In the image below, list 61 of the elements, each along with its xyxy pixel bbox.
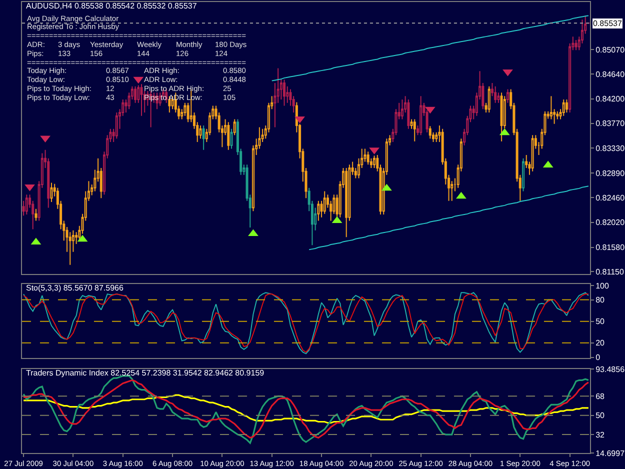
y-tick-label: 50 <box>596 317 606 326</box>
ref-line-label: 0.85537 <box>593 19 622 28</box>
candlestick <box>227 122 230 150</box>
line-series <box>22 394 590 424</box>
candlestick <box>25 194 28 215</box>
candlestick <box>488 86 490 113</box>
candlestick <box>420 96 422 136</box>
candlestick <box>407 98 410 130</box>
candlestick <box>366 151 370 166</box>
point <box>294 116 305 124</box>
y-tick-label: 0.83330 <box>596 144 625 153</box>
y-tick-label: 32 <box>596 430 606 440</box>
candlestick <box>140 84 143 116</box>
y-tick-label: 0.82020 <box>596 218 625 228</box>
chart-title: Traders Dynamic Index 82.5254 57.2398 31.9542 82.9462 80.9159 <box>26 368 265 378</box>
y-tick-label: 0.84200 <box>596 94 625 104</box>
candlestick <box>115 112 118 140</box>
y-tick-label: 50 <box>596 411 606 420</box>
candlestick <box>500 92 503 142</box>
candlestick <box>550 96 552 120</box>
candlestick <box>199 125 202 140</box>
y-tick-label: 0.83770 <box>596 119 625 128</box>
y-tick-label: 80 <box>596 296 606 305</box>
point <box>24 184 35 192</box>
chart-title: Sto(5,3,3) 85.5670 87.5966 <box>26 284 124 293</box>
y-tick-label: 100 <box>596 281 610 290</box>
y-tick-label: 0 <box>596 353 601 362</box>
y-tick-label: 0.85070 <box>596 45 625 54</box>
candlestick <box>494 86 497 104</box>
y-tick-label: 20 <box>596 338 606 348</box>
candlestick <box>34 208 38 222</box>
candlestick <box>522 158 525 192</box>
candlestick <box>413 118 416 142</box>
candlestick <box>323 190 326 214</box>
y-tick-label: 0.84640 <box>596 70 625 79</box>
y-tick-label: 0.81150 <box>596 268 624 277</box>
candlestick <box>400 98 404 120</box>
candlestick <box>565 98 568 113</box>
point <box>382 184 392 191</box>
candlestick <box>345 168 348 238</box>
candlestick <box>574 39 578 51</box>
line-series <box>308 186 589 250</box>
candlestick <box>428 126 432 140</box>
y-tick-label: 0.82460 <box>596 193 625 202</box>
candlestick <box>556 110 559 120</box>
y-tick-label: 93.4856 <box>596 364 625 374</box>
chart-title: AUDUSD,H4 0.85538 0.85542 0.85532 0.85537 <box>26 2 198 11</box>
y-tick-label: 0.82890 <box>596 168 625 178</box>
y-tick-label: 0.81580 <box>596 243 625 252</box>
candlestick <box>134 86 137 104</box>
candlestick <box>283 79 286 106</box>
y-tick-label: 14.6997 <box>596 448 625 458</box>
point <box>502 69 513 76</box>
candlestick <box>50 182 53 203</box>
point <box>248 229 258 236</box>
candlestick <box>373 155 376 169</box>
line-series <box>271 15 589 82</box>
candlestick <box>562 98 565 116</box>
y-tick-label: 68 <box>596 392 606 401</box>
candlestick <box>202 125 205 150</box>
candlestick <box>531 134 534 172</box>
